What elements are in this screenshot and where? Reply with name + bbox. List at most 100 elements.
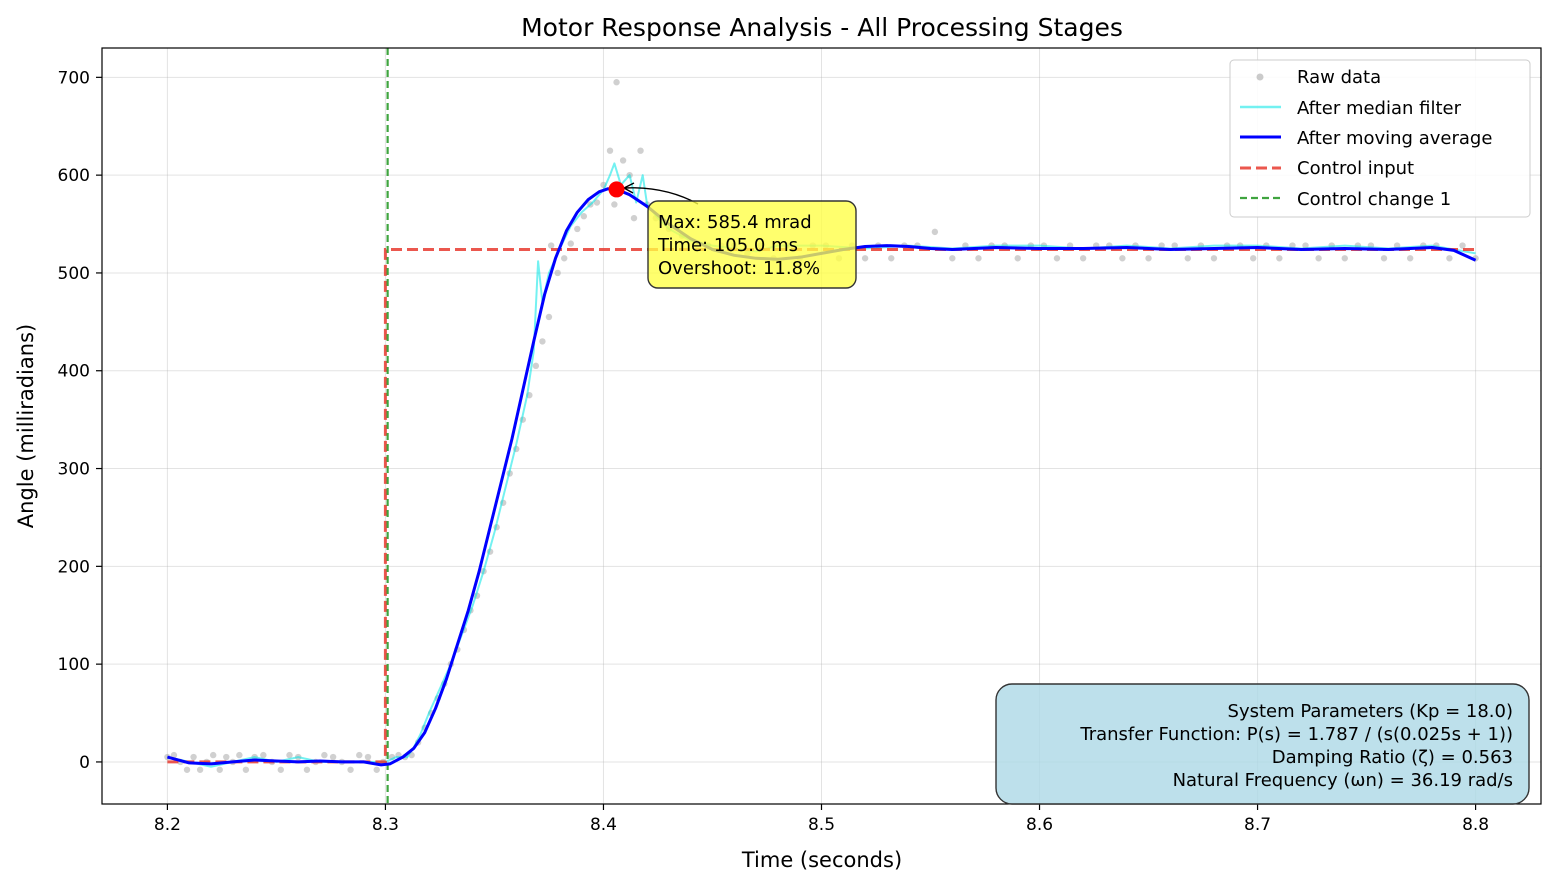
raw-data-point: [619, 157, 627, 164]
moving-average-line: [167, 187, 1477, 767]
raw-data-point: [1380, 255, 1388, 262]
raw-data-point: [236, 751, 243, 759]
raw-data-point: [888, 255, 895, 262]
peak-marker: [608, 181, 625, 198]
y-tick-label: 700: [58, 68, 90, 88]
raw-data-point: [321, 751, 328, 759]
raw-data-point: [545, 313, 553, 321]
x-tick-label: 8.8: [1462, 815, 1489, 835]
raw-data-point: [1446, 255, 1453, 262]
plot-frame: [101, 47, 1542, 805]
raw-data-point: [547, 242, 555, 249]
raw-data-point: [532, 362, 540, 370]
raw-data-point: [931, 228, 939, 236]
raw-data-point: [554, 269, 561, 277]
raw-data-point: [593, 199, 601, 206]
y-tick-label: 200: [58, 557, 90, 577]
parameters-line-transfer-function: Transfer Function: P(s) = 1.787 / (s(0.0…: [1079, 724, 1513, 745]
y-tick-label: 300: [58, 460, 90, 480]
raw-data-point: [539, 338, 546, 345]
raw-data-point: [1341, 255, 1348, 262]
raw-data-point: [364, 753, 372, 761]
control-input-line: [167, 248, 1476, 764]
raw-data-point: [286, 751, 293, 759]
legend-label-control-input: Control input: [1297, 158, 1414, 179]
annotation-line-time: Time: 105.0 ms: [657, 235, 798, 256]
x-axis-label: Time (seconds): [741, 848, 902, 872]
raw-data-point: [606, 147, 614, 154]
raw-data-point: [1250, 255, 1257, 262]
median-filter-line: [167, 162, 1476, 768]
legend: Raw data After median filter After movin…: [1229, 59, 1531, 218]
raw-data-point: [1276, 255, 1283, 262]
annotation-box: [647, 200, 857, 289]
raw-data-point: [196, 766, 204, 773]
raw-data-point: [260, 751, 267, 759]
y-tick-label: 600: [58, 166, 90, 186]
annotation-line-max: Max: 585.4 mrad: [658, 212, 812, 233]
y-axis-label: Angle (milliradians): [14, 324, 38, 528]
raw-data-point: [861, 255, 869, 262]
legend-label-median: After median filter: [1297, 98, 1462, 119]
raw-data-point: [1459, 242, 1466, 249]
raw-data-point: [580, 213, 588, 220]
peak-annotation: Max: 585.4 mrad Time: 105.0 ms Overshoot…: [623, 182, 857, 289]
raw-data-point: [1315, 255, 1322, 262]
parameters-box-bg: [995, 683, 1530, 805]
raw-data-point: [329, 753, 337, 761]
raw-data-point: [170, 751, 178, 759]
raw-data-point: [373, 766, 380, 773]
parameters-line-damping-ratio: Damping Ratio (ζ) = 0.563: [1272, 747, 1513, 768]
y-tick-label: 0: [79, 753, 90, 773]
raw-data-point: [611, 201, 618, 208]
raw-data-point: [1119, 255, 1126, 262]
parameters-line-natural-frequency: Natural Frequency (ωn) = 36.19 rad/s: [1173, 770, 1513, 791]
raw-data-point: [183, 766, 191, 773]
raw-data-point: [975, 255, 982, 262]
raw-data-point: [567, 240, 574, 247]
raw-data-point: [190, 753, 197, 761]
axis-ticks: 8.2 8.3 8.4 8.5 8.6 8.7 8.8 0 100 200 300 400 500 600…: [58, 68, 1490, 835]
annotation-line-overshoot: Overshoot: 11.8%: [658, 258, 820, 279]
y-tick-label: 100: [58, 655, 90, 675]
line-series: [167, 48, 1477, 804]
legend-label-raw: Raw data: [1297, 67, 1381, 88]
raw-data-point: [216, 766, 223, 773]
raw-data-point: [637, 147, 644, 154]
raw-data-point: [1145, 255, 1152, 262]
raw-data-point: [561, 255, 568, 262]
y-tick-label: 400: [58, 362, 90, 382]
x-tick-label: 8.6: [1026, 815, 1053, 835]
legend-marker-raw: [1256, 73, 1264, 81]
chart-title: Motor Response Analysis - All Processing…: [521, 13, 1123, 42]
legend-label-moving-average: After moving average: [1297, 128, 1492, 149]
raw-data-point: [1079, 255, 1087, 262]
raw-data-point: [223, 753, 230, 761]
raw-data-point: [1406, 255, 1414, 262]
raw-data-point: [949, 255, 956, 262]
x-tick-label: 8.3: [372, 815, 399, 835]
raw-data-point: [347, 766, 354, 773]
raw-data-point: [242, 766, 250, 773]
raw-data-point: [1014, 255, 1021, 262]
x-tick-label: 8.7: [1244, 815, 1271, 835]
y-tick-label: 500: [58, 264, 90, 284]
x-tick-label: 8.2: [154, 815, 181, 835]
system-parameters-box: System Parameters (Kp = 18.0) Transfer F…: [995, 683, 1530, 805]
raw-data-point: [574, 225, 581, 233]
raw-data-point: [630, 214, 638, 222]
raw-data-point: [1184, 255, 1191, 262]
raw-data-point: [356, 751, 363, 759]
raw-data-point: [209, 751, 217, 759]
raw-data-point: [1210, 255, 1218, 262]
legend-label-control-change: Control change 1: [1297, 189, 1451, 210]
raw-data-point: [303, 766, 311, 773]
legend-box: [1229, 59, 1531, 218]
x-tick-label: 8.4: [590, 815, 617, 835]
parameters-line-kp: System Parameters (Kp = 18.0): [1228, 701, 1513, 722]
raw-data-point: [277, 766, 284, 773]
raw-data-point: [613, 79, 620, 86]
annotation-arrow-head: [623, 182, 635, 194]
raw-data-point: [1053, 255, 1061, 262]
